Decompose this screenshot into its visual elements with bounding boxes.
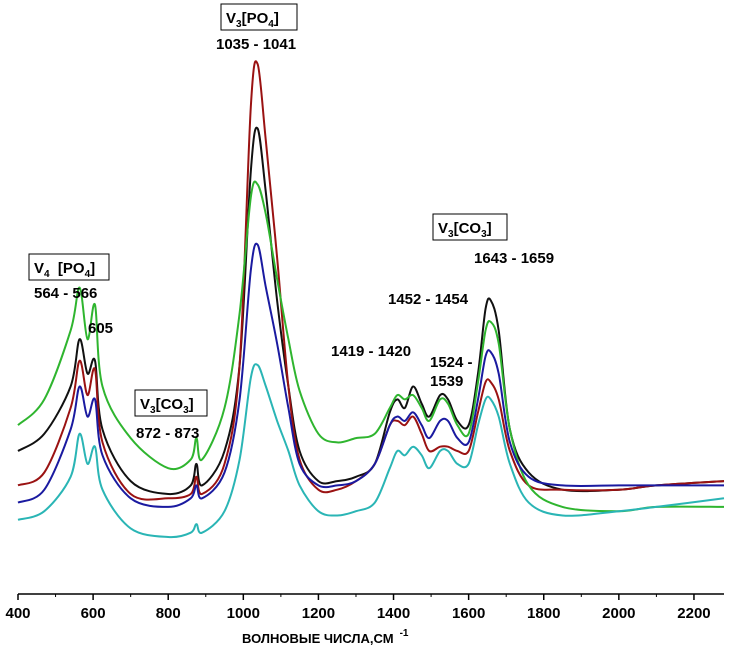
x-tick-label-2000: 2000 <box>602 605 635 622</box>
label-872-873: 872 - 873 <box>136 425 199 442</box>
x-tick-label-600: 600 <box>81 605 106 622</box>
x-tick-label-400: 400 <box>5 605 30 622</box>
x-tick-label-1600: 1600 <box>452 605 485 622</box>
v3-po4-label: V3[PO4] <box>226 10 279 30</box>
v3-co3-box-left <box>134 389 208 417</box>
x-axis-label: ВОЛНОВЫЕ ЧИСЛА,СМ -1 <box>242 628 409 646</box>
label-1419-1420: 1419 - 1420 <box>331 343 411 360</box>
series-line-5 <box>17 363 725 539</box>
x-tick-label-1200: 1200 <box>302 605 335 622</box>
label-1524: 1524 - <box>430 354 473 371</box>
v3-co3-label-left: V3[CO3] <box>140 396 194 416</box>
x-tick-label-1400: 1400 <box>377 605 410 622</box>
label-1539: 1539 <box>430 373 463 390</box>
v3-co3-label-right: V3[CO3] <box>438 220 492 240</box>
v4-po4-label: V4 [PO4] <box>34 260 95 280</box>
label-1035-1041: 1035 - 1041 <box>216 36 296 53</box>
label-564-566: 564 - 566 <box>34 285 97 302</box>
x-tick-layer: 400 600 800 1000 1200 1400 1600 1800 2000 2200 <box>5 594 711 622</box>
x-tick-label-2200: 2200 <box>677 605 710 622</box>
series-line-1 <box>17 126 725 496</box>
x-tick-label-1000: 1000 <box>227 605 260 622</box>
series-line-4 <box>17 242 724 508</box>
label-605: 605 <box>88 320 113 337</box>
v3-co3-box-right <box>432 213 508 241</box>
label-1452-1454: 1452 - 1454 <box>388 291 469 308</box>
v3-po4-box <box>220 3 298 31</box>
label-1643-1659: 1643 - 1659 <box>474 250 554 267</box>
v4-po4-box <box>28 253 110 281</box>
x-tick-label-1800: 1800 <box>527 605 560 622</box>
series-line-2 <box>17 60 725 501</box>
series-line-3 <box>17 180 725 513</box>
series-layer <box>17 60 725 539</box>
x-tick-label-800: 800 <box>156 605 181 622</box>
